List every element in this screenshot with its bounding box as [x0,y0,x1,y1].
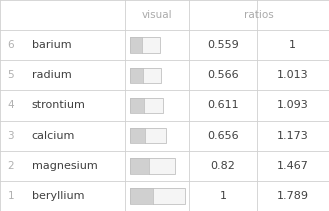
Bar [144,98,163,113]
Text: 1.013: 1.013 [277,70,309,80]
Bar [130,128,166,143]
Bar [130,128,145,143]
Text: radium: radium [32,70,71,80]
Text: 0.566: 0.566 [207,70,239,80]
Bar [130,37,142,53]
Text: 2: 2 [7,161,14,171]
Bar [130,158,175,174]
Bar [145,128,166,143]
Text: calcium: calcium [32,131,75,141]
Bar [130,98,163,113]
Text: 1.173: 1.173 [277,131,309,141]
Text: magnesium: magnesium [32,161,97,171]
Text: strontium: strontium [32,100,86,111]
Text: 1.467: 1.467 [277,161,309,171]
Bar [130,98,144,113]
Text: 6: 6 [7,40,14,50]
Text: 1.093: 1.093 [277,100,309,111]
Text: 1: 1 [289,40,296,50]
Text: 1: 1 [7,191,14,201]
Text: 0.656: 0.656 [207,131,239,141]
Bar [130,37,160,53]
Bar [130,68,143,83]
Text: 0.611: 0.611 [207,100,239,111]
Text: 0.559: 0.559 [207,40,239,50]
Bar [142,37,160,53]
Text: 1.789: 1.789 [277,191,309,201]
Text: 5: 5 [7,70,14,80]
Bar [130,188,153,204]
Text: 4: 4 [7,100,14,111]
Text: beryllium: beryllium [32,191,84,201]
Text: visual: visual [142,10,172,20]
Bar [130,158,148,174]
Bar [153,188,185,204]
Bar [148,158,175,174]
Bar [130,188,185,204]
Text: ratios: ratios [244,10,274,20]
Text: barium: barium [32,40,71,50]
Text: 1: 1 [219,191,226,201]
Text: 0.82: 0.82 [211,161,235,171]
Text: 3: 3 [7,131,14,141]
Bar [143,68,161,83]
Bar [130,68,161,83]
